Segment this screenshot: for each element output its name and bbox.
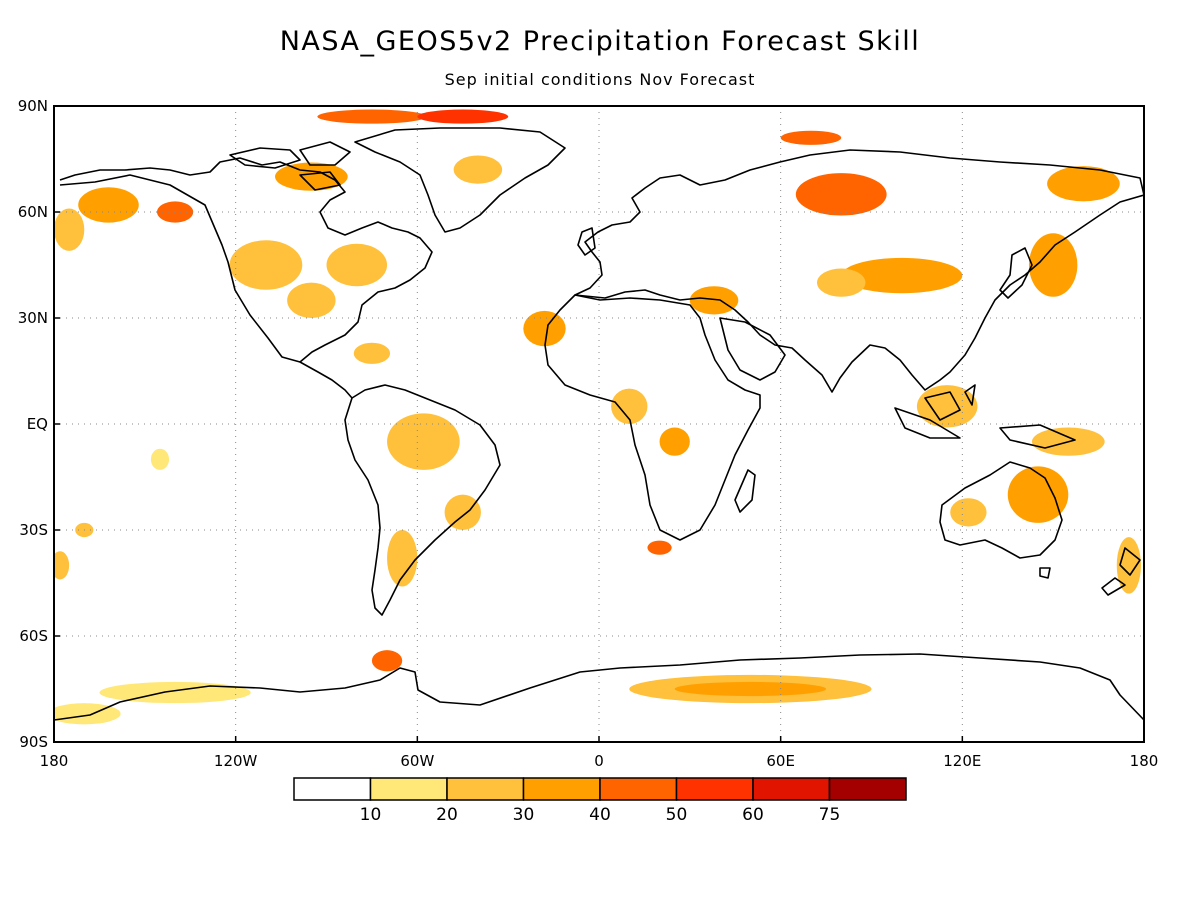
lat-tick-label-2: 30N <box>18 309 48 327</box>
skill-region-17 <box>647 540 672 555</box>
colorbar-label-3: 40 <box>589 805 611 825</box>
coast-madagascar <box>734 469 756 513</box>
skill-region-14 <box>523 310 566 347</box>
coastlines <box>54 127 1144 721</box>
colorbar-swatch-3 <box>522 777 601 801</box>
lat-tick-label-3: EQ <box>27 415 48 433</box>
skill-region-19 <box>795 173 887 216</box>
lat-tick-label-1: 60N <box>18 203 48 221</box>
coast-indonesia <box>894 384 1076 449</box>
coast-north-america <box>59 157 433 363</box>
colorbar-label-1: 20 <box>436 805 458 825</box>
skill-region-0 <box>78 187 139 223</box>
skill-region-2 <box>156 201 194 223</box>
colorbar-swatch-0 <box>293 777 372 801</box>
lon-tick-label-6: 180 <box>1130 752 1159 770</box>
coast-eurasia <box>574 149 1144 393</box>
skill-region-1 <box>54 208 85 251</box>
skill-region-15 <box>611 388 648 425</box>
skill-region-18 <box>689 286 739 315</box>
skill-region-6 <box>275 162 348 191</box>
skill-region-34 <box>674 681 827 697</box>
coast-japan <box>999 247 1033 299</box>
coast-arabia <box>719 317 786 381</box>
colorbar-label-6: 75 <box>819 805 841 825</box>
skill-region-10 <box>353 342 391 364</box>
skill-region-8 <box>417 109 509 124</box>
skill-region-24 <box>1047 166 1120 202</box>
colorbar-label-0: 10 <box>360 805 382 825</box>
skill-region-26 <box>950 498 987 527</box>
skill-region-21 <box>841 257 963 294</box>
lat-tick-label-4: 30S <box>19 521 48 539</box>
lon-tick-label-0: 180 <box>40 752 69 770</box>
skill-region-32 <box>1116 537 1141 594</box>
colorbar-label-4: 50 <box>666 805 688 825</box>
coast-south-america <box>344 384 501 616</box>
skill-region-35 <box>99 681 251 704</box>
coast-africa <box>544 294 761 541</box>
coast-arctic-islands <box>229 141 351 191</box>
skill-region-31 <box>54 551 70 580</box>
lon-tick-label-1: 120W <box>214 752 258 770</box>
lon-tick-label-5: 120E <box>943 752 981 770</box>
skill-region-4 <box>287 282 336 319</box>
coast-australia <box>939 461 1063 559</box>
colorbar-label-5: 60 <box>742 805 764 825</box>
colorbar-swatch-5 <box>675 777 754 801</box>
skill-region-20 <box>780 130 842 145</box>
longitude-ticks: 180 120W 60W 0 60E 120E 180 <box>40 736 1159 770</box>
chart-title: NASA_GEOS5v2 Precipitation Forecast Skil… <box>279 26 921 57</box>
lon-tick-label-4: 60E <box>766 752 795 770</box>
colorbar: 10 20 30 40 50 60 75 <box>293 777 907 825</box>
gridlines <box>54 106 1144 742</box>
skill-region-36 <box>371 650 403 672</box>
coast-british-isles <box>577 227 596 256</box>
coast-central-america <box>299 361 353 399</box>
lon-tick-label-3: 0 <box>594 752 604 770</box>
colorbar-swatch-4 <box>599 777 678 801</box>
lat-tick-label-6: 90S <box>19 733 48 751</box>
skill-region-9 <box>453 155 503 184</box>
coast-greenland <box>354 127 566 233</box>
skill-region-13 <box>387 530 418 587</box>
skill-region-12 <box>444 494 481 530</box>
lat-tick-label-5: 60S <box>19 627 48 645</box>
skill-region-5 <box>326 243 388 287</box>
colorbar-label-2: 30 <box>513 805 535 825</box>
coast-antarctica <box>54 653 1144 721</box>
skill-shading-layer <box>54 109 1141 725</box>
skill-region-7 <box>317 109 427 124</box>
colorbar-swatch-1 <box>369 777 448 801</box>
coast-new-zealand <box>1101 547 1141 596</box>
colorbar-swatch-7 <box>828 777 907 801</box>
lat-tick-label-0: 90N <box>18 97 48 115</box>
skill-region-16 <box>659 427 690 456</box>
skill-region-29 <box>150 448 170 470</box>
latitude-ticks: 90N 60N 30N EQ 30S 60S 90S <box>18 97 60 751</box>
colorbar-swatch-2 <box>446 777 525 801</box>
skill-region-25 <box>1007 466 1069 523</box>
chart-subtitle: Sep initial conditions Nov Forecast <box>444 70 756 89</box>
colorbar-swatch-6 <box>752 777 831 801</box>
coast-tasmania <box>1039 567 1051 579</box>
skill-region-3 <box>229 240 303 290</box>
lon-tick-label-2: 60W <box>400 752 434 770</box>
skill-region-22 <box>817 268 866 297</box>
skill-region-11 <box>387 413 460 470</box>
skill-region-27 <box>916 385 978 428</box>
skill-region-23 <box>1028 233 1078 297</box>
